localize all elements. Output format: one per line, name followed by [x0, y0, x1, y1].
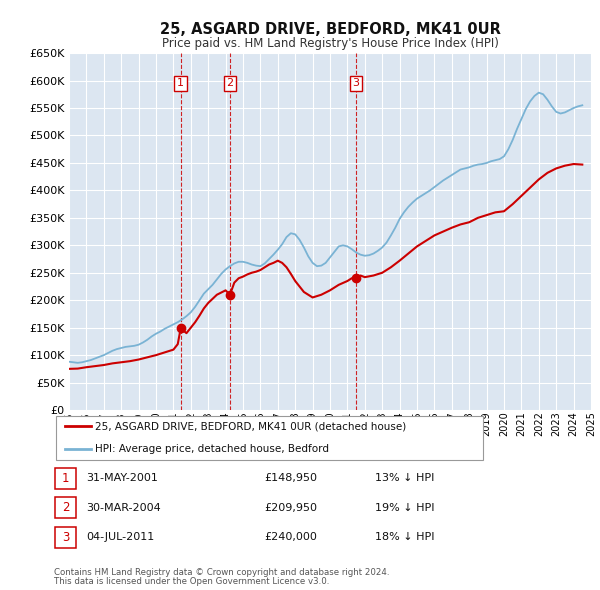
Text: 13% ↓ HPI: 13% ↓ HPI: [375, 473, 434, 483]
Text: Price paid vs. HM Land Registry's House Price Index (HPI): Price paid vs. HM Land Registry's House …: [161, 37, 499, 50]
Text: 30-MAR-2004: 30-MAR-2004: [86, 503, 161, 513]
FancyBboxPatch shape: [55, 526, 76, 548]
FancyBboxPatch shape: [56, 415, 483, 460]
Text: 1: 1: [62, 471, 69, 485]
Text: 3: 3: [62, 530, 69, 544]
FancyBboxPatch shape: [55, 467, 76, 489]
Text: 31-MAY-2001: 31-MAY-2001: [86, 473, 158, 483]
Text: This data is licensed under the Open Government Licence v3.0.: This data is licensed under the Open Gov…: [54, 577, 329, 586]
Text: Contains HM Land Registry data © Crown copyright and database right 2024.: Contains HM Land Registry data © Crown c…: [54, 568, 389, 577]
Text: 1: 1: [177, 78, 184, 88]
Text: 25, ASGARD DRIVE, BEDFORD, MK41 0UR: 25, ASGARD DRIVE, BEDFORD, MK41 0UR: [160, 22, 500, 37]
Text: 18% ↓ HPI: 18% ↓ HPI: [375, 532, 434, 542]
Text: 19% ↓ HPI: 19% ↓ HPI: [375, 503, 434, 513]
Text: HPI: Average price, detached house, Bedford: HPI: Average price, detached house, Bedf…: [95, 444, 329, 454]
Text: £240,000: £240,000: [264, 532, 317, 542]
Text: 2: 2: [62, 501, 69, 514]
Text: 3: 3: [353, 78, 359, 88]
FancyBboxPatch shape: [55, 497, 76, 519]
Text: 25, ASGARD DRIVE, BEDFORD, MK41 0UR (detached house): 25, ASGARD DRIVE, BEDFORD, MK41 0UR (det…: [95, 421, 406, 431]
Text: £148,950: £148,950: [264, 473, 317, 483]
Text: 2: 2: [226, 78, 233, 88]
Text: £209,950: £209,950: [264, 503, 317, 513]
Text: 04-JUL-2011: 04-JUL-2011: [86, 532, 154, 542]
